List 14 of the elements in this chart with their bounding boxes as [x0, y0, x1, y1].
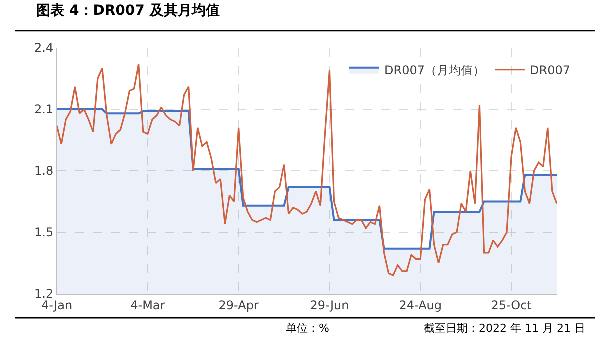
- legend-label: DR007（月均值）: [384, 64, 485, 78]
- y-tick-label: 2.1: [34, 102, 54, 117]
- y-tick-label: 1.5: [34, 226, 54, 240]
- y-tick-label: 2.4: [34, 41, 54, 56]
- text: 截至日期：2022 年 11 月 21 日: [424, 322, 586, 335]
- text: 单位：%: [286, 322, 330, 335]
- chart-title: 图表 4：DR007 及其月均值: [36, 2, 220, 19]
- x-tick-label: 24-Aug: [399, 298, 442, 312]
- x-tick-label: 4-Mar: [130, 298, 166, 312]
- y-tick-label: 1.8: [34, 164, 54, 178]
- x-tick-label: 25-Oct: [491, 298, 532, 312]
- x-tick-label: 29-Jun: [310, 298, 350, 312]
- x-tick-label: 29-Apr: [218, 298, 259, 312]
- legend-label: DR007: [530, 64, 570, 78]
